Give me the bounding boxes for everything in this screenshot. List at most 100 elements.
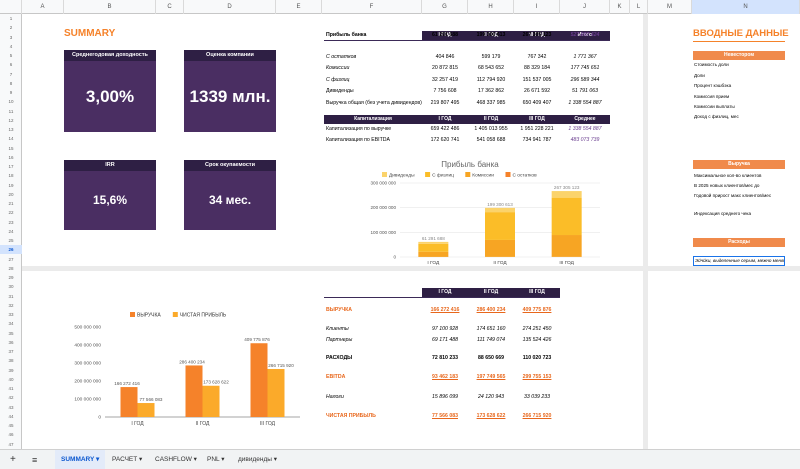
row-header[interactable]: 37 (8, 349, 14, 354)
column-title: I ГОД (422, 288, 468, 297)
row-header[interactable]: 46 (8, 432, 14, 438)
cell-value: 68 543 652 (478, 65, 504, 71)
row-header[interactable]: 17 (8, 164, 14, 169)
y-tick-label: 300 000 000 (370, 181, 396, 186)
row-header[interactable]: 15 (8, 145, 14, 151)
cell-value: 174 651 160 (476, 326, 506, 332)
row-header[interactable]: 31 (8, 293, 14, 299)
capitalization-header: Капитализация (324, 115, 422, 124)
row-header[interactable]: 2 (9, 25, 13, 31)
column-header[interactable]: M (648, 0, 692, 14)
bank-profit-chart[interactable]: Прибыль банка Дивиденды С физлиц Комиссии С … (330, 155, 610, 265)
data-label: 286 400 234 (179, 359, 205, 364)
row-header[interactable]: 24 (8, 228, 14, 234)
x-tick-label: III ГОД (559, 260, 574, 265)
column-header[interactable]: G (422, 0, 468, 14)
row-header[interactable]: 18 (8, 173, 14, 179)
row-header[interactable]: 21 (8, 201, 14, 206)
row-header[interactable]: 12 (8, 117, 14, 123)
cell-value: 296 589 344 (570, 76, 600, 83)
cell-value: 409 775 876 (522, 307, 552, 313)
row-header[interactable]: 4 (9, 43, 13, 49)
row-header[interactable]: 9 (9, 90, 13, 95)
cell-value: 88 650 669 (478, 355, 504, 361)
column-header[interactable]: J (560, 0, 610, 14)
column-header[interactable]: B (64, 0, 156, 14)
row-header[interactable]: 6 (9, 62, 13, 68)
column-header[interactable]: F (322, 0, 422, 14)
column-header[interactable]: K (610, 0, 630, 14)
row-header[interactable]: 34 (8, 321, 14, 327)
revenue-profit-chart[interactable]: ВЫРУЧКА ЧИСТАЯ ПРИБЫЛЬ 500 000 000 400 000 … (60, 305, 310, 435)
row-header[interactable]: 33 (8, 312, 14, 317)
row-header[interactable]: 10 (8, 99, 14, 105)
row-header[interactable]: 7 (9, 71, 13, 77)
cell-value: 26 671 592 (524, 88, 550, 94)
row-header[interactable]: 25 (8, 238, 14, 243)
column-header[interactable]: I (514, 0, 560, 14)
column-header[interactable]: A (22, 0, 64, 14)
row-header[interactable]: 36 (8, 339, 14, 345)
row-header[interactable]: 13 (8, 127, 14, 132)
row-header[interactable]: 43 (8, 404, 14, 410)
kpi-card-label: Оценка компании (184, 50, 276, 61)
row-header[interactable]: 8 (9, 80, 13, 86)
column-header-selected[interactable]: N (692, 0, 800, 14)
sheet-tab-summary[interactable]: SUMMARY ▾ (55, 450, 106, 469)
all-sheets-menu-icon[interactable]: ≡ (32, 455, 38, 465)
row-header[interactable]: 41 (8, 386, 14, 391)
column-header[interactable]: C (156, 0, 184, 14)
sheet-tab-dividends[interactable]: дивиденды ▾ (238, 456, 278, 463)
column-header[interactable]: L (630, 0, 648, 14)
row-header[interactable]: 19 (8, 182, 14, 188)
cell-value: 97 100 928 (432, 326, 458, 332)
row-header[interactable]: 32 (8, 302, 14, 308)
row-header[interactable]: 28 (8, 265, 14, 271)
tab-label: CASHFLOW (155, 456, 192, 463)
add-sheet-button[interactable]: + (10, 454, 16, 465)
x-tick-label: I ГОД (427, 260, 440, 265)
selected-cell-note[interactable]: Эйчйки, выделенные серым, межно менять (693, 256, 785, 266)
column-header[interactable]: D (184, 0, 276, 14)
row-header[interactable]: 45 (8, 423, 14, 428)
sheet-tab-raschet[interactable]: РАСЧЕТ ▾ (112, 456, 143, 463)
row-header[interactable]: 26 (0, 245, 22, 255)
row-header[interactable]: 44 (8, 413, 14, 419)
legend-item: С физлиц (425, 172, 454, 179)
column-header[interactable]: H (468, 0, 514, 14)
row-label: ВЫРУЧКА (326, 307, 353, 313)
row-header[interactable]: 20 (8, 191, 14, 197)
row-header[interactable]: 42 (8, 395, 14, 401)
row-header[interactable]: 39 (8, 367, 14, 373)
row-header[interactable]: 1 (9, 16, 13, 21)
row-header[interactable]: 27 (8, 256, 14, 262)
column-title: Итого (560, 31, 610, 40)
row-header[interactable]: 47 (8, 441, 14, 447)
row-header[interactable]: 5 (9, 53, 13, 58)
row-header[interactable]: 16 (8, 154, 14, 160)
tab-label: PNL (207, 456, 220, 463)
legend-item: ЧИСТАЯ ПРИБЫЛЬ (172, 312, 227, 319)
data-label: 409 775 876 (244, 337, 270, 342)
select-all-corner[interactable] (0, 0, 22, 14)
row-label: Партнеры (326, 337, 353, 343)
row-header[interactable]: 3 (9, 34, 13, 40)
row-header[interactable]: 22 (8, 210, 14, 216)
legend-label: Комиссии (472, 173, 494, 179)
row-header[interactable]: 14 (8, 136, 14, 142)
input-label: Комиссии выплаты (694, 104, 735, 109)
row-header[interactable]: 38 (8, 358, 14, 364)
y-tick-label: 200 000 000 (370, 205, 396, 210)
row-header[interactable]: 29 (8, 275, 14, 280)
row-header[interactable]: 40 (8, 376, 14, 382)
cell-value: 110 020 723 (522, 355, 552, 361)
row-header[interactable]: 23 (8, 219, 14, 225)
column-header[interactable]: E (276, 0, 322, 14)
row-header[interactable]: 35 (8, 330, 14, 336)
kpi-card-label: Среднегодовая доходность (64, 50, 156, 61)
sheet-tab-pnl[interactable]: PNL ▾ (207, 456, 225, 463)
legend-item: С остатков (505, 172, 537, 179)
sheet-tab-cashflow[interactable]: CASHFLOW ▾ (155, 456, 197, 463)
row-header[interactable]: 30 (8, 284, 14, 290)
row-header[interactable]: 11 (8, 108, 14, 114)
